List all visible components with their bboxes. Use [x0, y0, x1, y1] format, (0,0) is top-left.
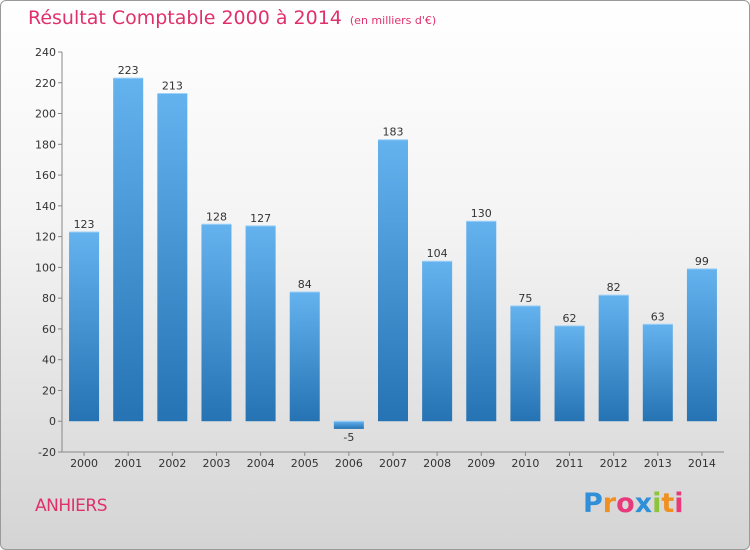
data-label: 183 [383, 126, 404, 139]
x-tick-label: 2006 [335, 457, 363, 470]
y-tick-label: 120 [35, 231, 56, 244]
x-tick-label: 2008 [423, 457, 451, 470]
bar-2012 [598, 295, 629, 422]
logo-letter: r [602, 488, 617, 519]
x-tick-label: 2014 [688, 457, 716, 470]
x-axis: 2000 2001 2002 2003 2004 2005 2006 2007 2008 2009… [62, 451, 724, 470]
data-label: 82 [607, 281, 621, 294]
x-tick-label: 2003 [202, 457, 230, 470]
y-tick-label: 160 [35, 169, 56, 182]
bar-2011 [554, 325, 585, 422]
bar-2001 [113, 78, 144, 422]
y-axis: -20 0 20 40 60 80 100 120 140 160 180 200 220 240 [35, 46, 63, 459]
data-label: 128 [206, 210, 227, 223]
y-tick-label: 140 [35, 200, 56, 213]
bar-2003 [201, 224, 232, 422]
x-tick-label: 2011 [556, 457, 584, 470]
logo-letter: t [661, 488, 675, 519]
bar-2008 [422, 261, 453, 422]
bar-2007 [378, 139, 408, 422]
data-label: -5 [343, 431, 354, 444]
bar-2013 [642, 324, 673, 422]
data-label: 75 [518, 292, 532, 305]
logo-letter: o [616, 488, 635, 519]
x-tick-label: 2013 [644, 457, 672, 470]
logo-letter: i [674, 488, 684, 519]
bar-2005 [289, 292, 320, 422]
y-tick-label: 180 [35, 138, 56, 151]
data-label: 213 [162, 80, 183, 93]
data-label: 84 [298, 278, 312, 291]
x-tick-label: 2007 [379, 457, 407, 470]
bar-2009 [466, 221, 497, 422]
bar-2000 [69, 232, 100, 422]
bar-2014 [686, 268, 717, 422]
proxiti-logo[interactable]: Proxiti [583, 488, 684, 519]
data-label: 63 [651, 310, 665, 323]
x-tick-label: 2002 [158, 457, 186, 470]
data-label: 127 [250, 212, 271, 225]
bars [69, 77, 717, 429]
x-tick-label: 2005 [291, 457, 319, 470]
commune-name: ANHIERS [35, 496, 108, 516]
y-tick-label: 20 [42, 384, 56, 397]
data-label: 104 [427, 247, 448, 260]
y-tick-label: 40 [42, 354, 56, 367]
chart-title: Résultat Comptable 2000 à 2014 (en millie… [28, 7, 436, 29]
logo-letter: x [634, 488, 653, 519]
y-tick-label: 80 [42, 292, 56, 305]
data-label: 99 [695, 255, 709, 268]
bar-2006 [333, 421, 364, 429]
y-tick-label: 100 [35, 261, 56, 274]
logo-letter: i [652, 488, 662, 519]
bar-2004 [245, 225, 276, 422]
y-tick-label: 60 [42, 323, 56, 336]
y-tick-label: 240 [35, 46, 56, 59]
x-tick-label: 2010 [511, 457, 539, 470]
data-labels: 123 223 213 128 127 84 -5 183 104 130 75 62 82 63 99 [74, 64, 709, 444]
y-tick-label: 200 [35, 108, 56, 121]
data-label: 62 [563, 312, 577, 325]
x-tick-label: 2004 [247, 457, 275, 470]
chart-unit: (en milliers d'€) [349, 14, 437, 27]
x-tick-label: 2001 [114, 457, 142, 470]
y-tick-label: 0 [49, 415, 56, 428]
x-tick-label: 2009 [467, 457, 495, 470]
bar-2002 [157, 93, 188, 422]
x-tick-label: 2000 [70, 457, 98, 470]
chart-title-text: Résultat Comptable 2000 à 2014 [28, 7, 342, 29]
logo-letter: P [583, 488, 603, 519]
data-label: 130 [471, 207, 492, 220]
y-tick-label: 220 [35, 77, 56, 90]
data-label: 223 [118, 64, 139, 77]
data-label: 123 [74, 218, 95, 231]
y-tick-label: -20 [38, 446, 56, 459]
bar-2010 [510, 305, 541, 422]
x-tick-label: 2012 [600, 457, 628, 470]
